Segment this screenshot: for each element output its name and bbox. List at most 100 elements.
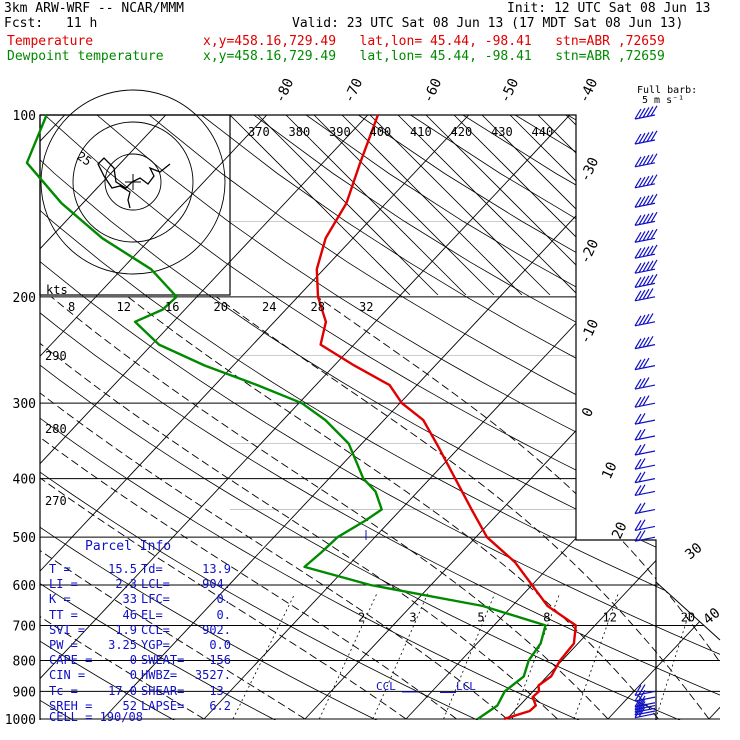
moist-adiabat [40,296,205,720]
dry-adiabat [514,115,720,720]
isotherm-label: -10 [577,317,602,347]
isotherm-label: -50 [497,76,522,106]
parcel-value: 904. [202,577,231,592]
barb-staff [634,114,656,120]
theta-side-label: 290 [45,349,67,363]
isotherm [40,115,369,720]
isotherm-label: -30 [577,155,602,185]
moist-adiabat [40,296,457,720]
mixing-ratio-label: 12 [603,610,617,624]
parcel-info-box: Parcel Info T = 15.5 Td= 13.9 LI = 2.3 LCL= 904… [40,538,244,734]
barb-flag [634,690,642,702]
barb-flag [638,107,646,119]
legend-temperature: Temperature [7,34,94,49]
barb-flag [642,195,650,206]
theta-line [341,115,523,295]
wind-barb [634,357,656,371]
barb-flag [646,175,654,186]
barb-flag [650,153,658,164]
pressure-label-500: 500 [13,531,36,546]
barb-staff [634,202,656,208]
barb-flag [634,685,642,696]
barb-flag [634,413,642,425]
parcel-info-row: CIN = 0 HWBZ= 3527. [49,668,231,682]
parcel-value: 33 [122,592,137,607]
barb-flag [646,260,654,272]
barb-flag [634,458,642,470]
ccl-label: CCL [376,680,396,693]
isotherm [40,115,167,720]
barb-flag [646,229,654,241]
dry-adiabats [40,115,720,720]
barb-flag [638,132,646,144]
barb-staff [634,296,656,302]
mixing-ratio-line [511,593,560,720]
barb-flag [642,395,650,406]
barb-flag [638,358,646,370]
hodograph-speed-label: 16 [165,300,179,314]
theta-line [369,115,551,295]
barb-staff [634,525,656,532]
barb-flag [646,131,654,142]
parcel-value: 46 [122,607,137,622]
model-title: 3km ARW-WRF -- NCAR/MMM [4,1,185,16]
barb-flag [646,335,654,347]
pressure-label-700: 700 [13,619,36,634]
parcel-info-row: TT = 46 EL= 0. [49,608,231,622]
wind-barb [634,130,658,145]
isotherm [40,115,470,720]
wind-barb [634,471,656,484]
isotherm [708,115,720,720]
barb-flag [638,703,646,715]
barb-flag [642,230,650,241]
theta-label: 410 [410,125,432,139]
parcel-info-row: LI = 2.3 LCL= 904. [49,577,231,591]
wind-barb [634,228,658,243]
barb-flag [638,443,646,455]
barb-flag [650,211,658,223]
barb-flag [638,196,646,207]
barb-staff [634,384,656,390]
isotherm-label: -80 [272,76,297,106]
skew-edge [655,581,721,641]
barb-staff [634,450,656,456]
hodograph-trace [97,157,171,209]
barb-flag [638,176,646,188]
isotherm-label: 40 [700,605,723,628]
parcel-key: LAPSE= [141,698,185,713]
barb-staff [634,139,656,145]
barb-flag [638,484,646,495]
wind-barb [634,174,658,189]
isotherm-label: -60 [420,76,445,106]
barb-flag [642,175,650,187]
barb-flag [642,246,650,257]
theta-label: 440 [532,125,554,139]
isotherm [40,115,268,720]
wind-barb [634,105,658,120]
barb-flag [642,132,650,143]
parcel-value: 52 [122,698,137,713]
parcel-value: 17.0 [108,683,137,698]
barb-staff [634,435,656,441]
parcel-value: 2.3 [115,577,137,592]
pressure-label-1000: 1000 [5,713,36,728]
parcel-value: 0.0 [209,638,231,652]
barb-staff [634,464,656,470]
parcel-value: 3527. [194,668,231,683]
mixing-ratio-label: 20 [681,610,695,624]
parcel-info-row: SVI = 1.9 CCL= 902. [49,623,231,637]
wind-barb [634,413,656,425]
theta-label: 380 [289,125,311,139]
barb-flag [642,313,650,325]
barb-flag [638,377,646,389]
barb-flag [634,108,642,120]
hodograph-ring [104,153,162,211]
isotherm [40,115,571,720]
pressure-label-800: 800 [13,654,36,669]
init-time: Init: 12 UTC Sat 08 Jun 13 [507,1,711,16]
pressure-label-900: 900 [13,685,36,700]
valid-time: Valid: 23 UTC Sat 08 Jun 13 (17 MDT Sat … [292,16,684,31]
dry-adiabat [40,115,720,720]
isotherm-label: 20 [609,520,631,542]
moist-adiabat [50,296,609,720]
